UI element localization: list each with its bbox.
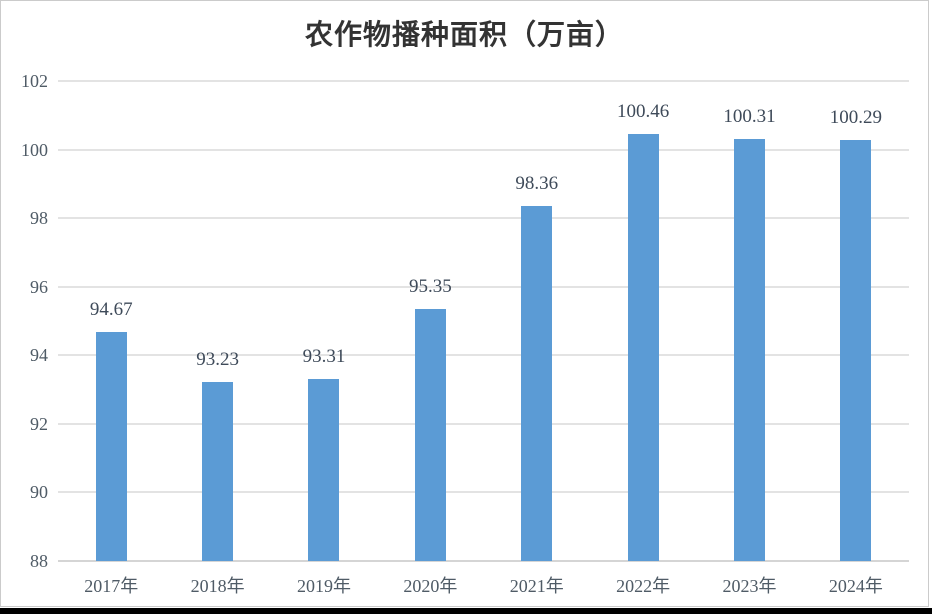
x-axis-label: 2021年 <box>509 576 564 596</box>
y-axis-label: 92 <box>30 413 48 434</box>
bar-value-label: 94.67 <box>89 299 133 321</box>
gridline-98 <box>58 217 909 220</box>
y-axis-label: 100 <box>21 139 48 160</box>
gridline-92 <box>58 422 909 425</box>
gridline-90 <box>58 491 909 494</box>
bottom-black-bar <box>0 608 932 614</box>
bar-value-label: 100.46 <box>616 100 670 122</box>
x-axis-label: 2024年 <box>828 576 883 596</box>
bar-value-label: 95.35 <box>408 276 452 297</box>
gridline-102 <box>58 80 909 82</box>
bar <box>521 205 553 561</box>
bar <box>627 133 659 561</box>
gridline-88 <box>58 560 909 562</box>
x-axis-label: 2018年 <box>190 576 245 596</box>
chart-title: 农作物播种面积（万亩） <box>304 20 624 51</box>
x-axis-label: 2022年 <box>616 576 671 596</box>
x-axis-label: 2023年 <box>722 576 777 596</box>
x-axis-label: 2020年 <box>403 576 458 596</box>
y-axis-label: 90 <box>30 482 48 503</box>
y-axis-label: 94 <box>30 345 48 366</box>
bar <box>202 381 234 561</box>
gridline-94 <box>58 354 909 357</box>
y-axis-label: 96 <box>30 276 48 297</box>
gridline-100 <box>58 148 909 151</box>
bar-value-label: 100.29 <box>829 106 882 128</box>
bar <box>840 139 872 561</box>
bar-value-label: 100.31 <box>723 105 776 127</box>
x-axis-label: 2017年 <box>84 576 139 596</box>
bar-value-label: 93.31 <box>302 345 346 367</box>
x-axis-label: 2019年 <box>296 576 351 596</box>
bar-value-label: 93.23 <box>196 348 239 370</box>
bar <box>733 138 765 561</box>
y-axis-label: 102 <box>21 71 48 91</box>
gridline-96 <box>58 285 909 288</box>
y-axis-label: 98 <box>30 208 48 229</box>
bar-value-label: 98.36 <box>515 172 559 194</box>
bar <box>414 309 446 561</box>
bar <box>95 332 127 561</box>
y-axis-label: 88 <box>30 551 48 571</box>
bar <box>308 378 340 561</box>
